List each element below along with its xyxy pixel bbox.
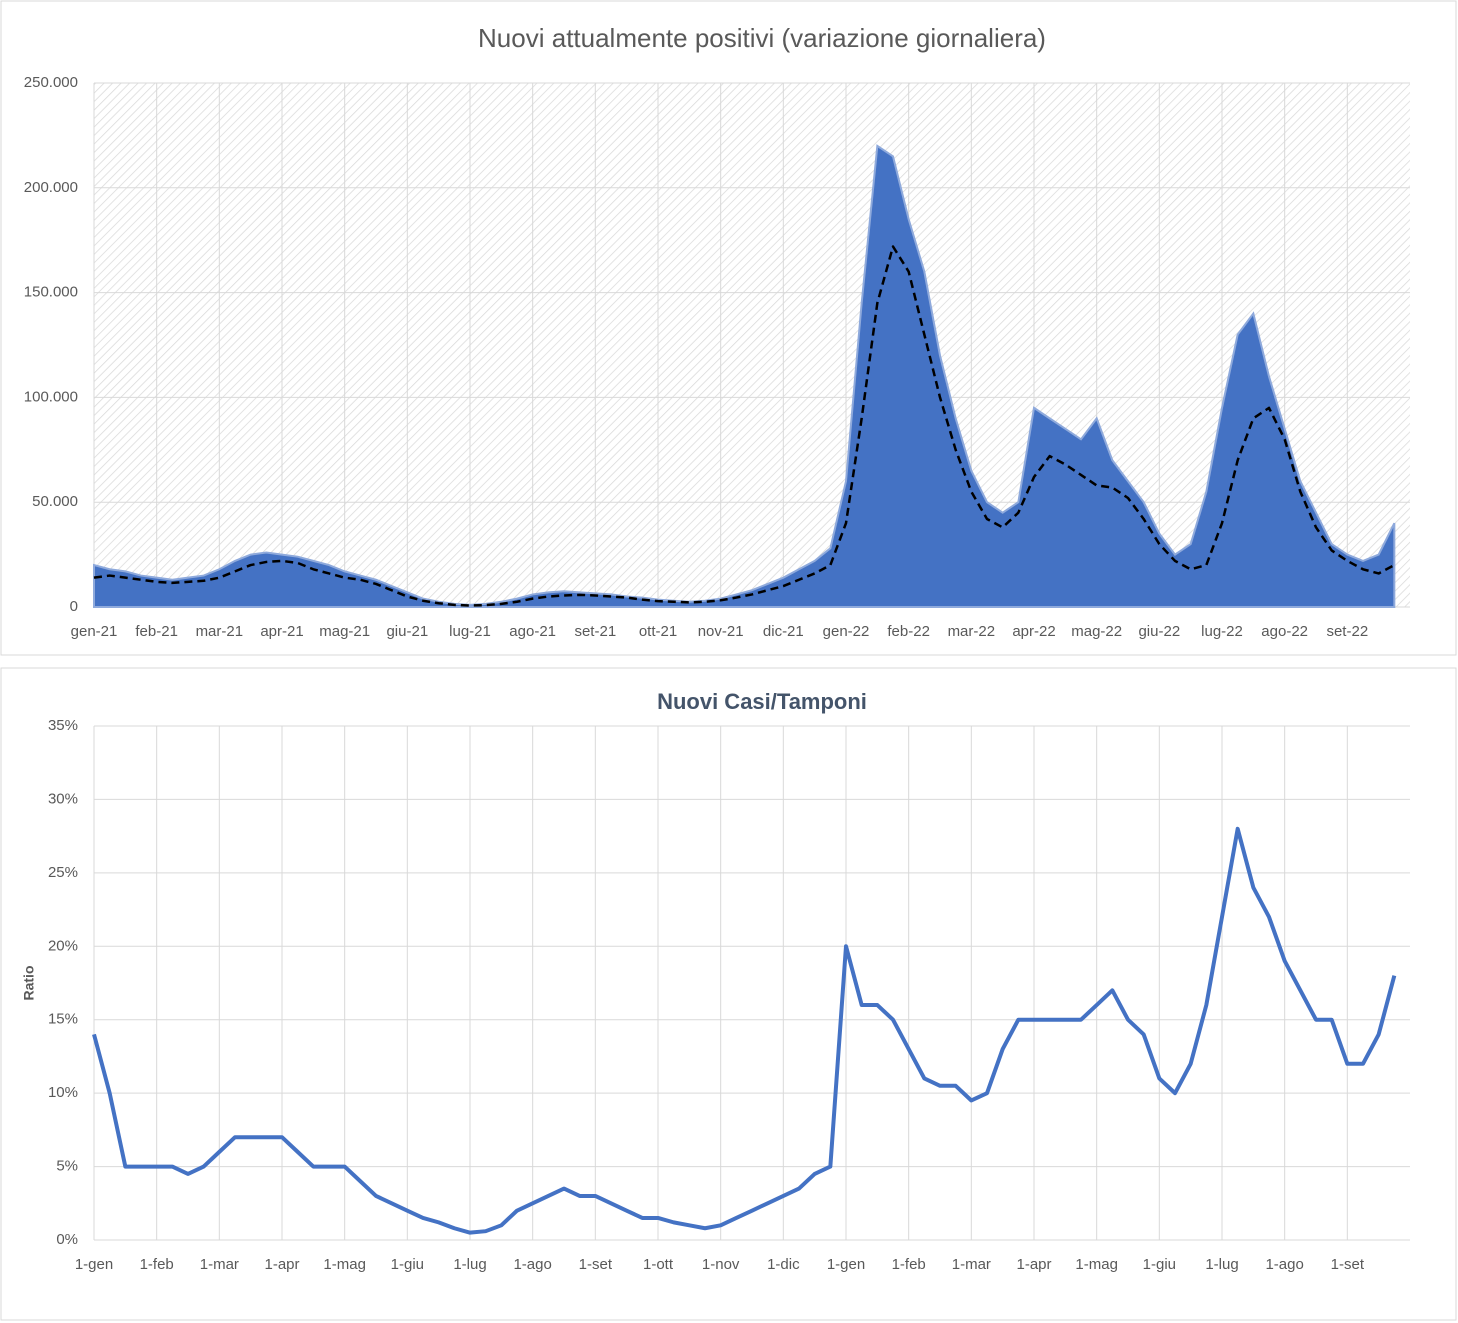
x-tick-label: mag-22: [1071, 623, 1122, 640]
x-tick-label: 1-set: [1331, 1256, 1365, 1273]
area: [93, 144, 1396, 608]
x-tick-label: 1-giu: [1143, 1256, 1176, 1273]
x-tick-label: 1-ago: [1265, 1256, 1303, 1273]
y-tick-label: 150.000: [24, 284, 78, 301]
x-tick-label: lug-21: [449, 623, 491, 640]
x-tick-label: mar-22: [948, 623, 996, 640]
x-tick-label: 1-mag: [323, 1256, 366, 1273]
y-tick-label: 5%: [56, 1158, 78, 1175]
x-tick-label: set-21: [574, 623, 616, 640]
x-tick-label: 1-mar: [952, 1256, 991, 1273]
x-tick-label: 1-nov: [702, 1256, 740, 1273]
y-tick-label: 15%: [48, 1011, 78, 1028]
y-tick-label: 50.000: [32, 493, 78, 510]
y-tick-label: 20%: [48, 937, 78, 954]
x-tick-label: 1-dic: [767, 1256, 800, 1273]
y-tick-label: 250.000: [24, 74, 78, 91]
y-tick-label: 0: [70, 598, 78, 615]
x-tick-label: 1-lug: [453, 1256, 486, 1273]
x-tick-label: lug-22: [1201, 623, 1243, 640]
x-tick-label: 1-gen: [75, 1256, 113, 1273]
x-tick-label: gen-22: [823, 623, 870, 640]
y-tick-label: 10%: [48, 1084, 78, 1101]
x-tick-label: mag-21: [319, 623, 370, 640]
line: [92, 826, 1397, 1235]
x-tick-label: nov-21: [698, 623, 744, 640]
x-tick-label: 1-feb: [140, 1256, 174, 1273]
y-tick-label: 35%: [48, 717, 78, 734]
y-tick-label: 30%: [48, 790, 78, 807]
x-tick-label: giu-22: [1138, 623, 1180, 640]
x-tick-label: dic-21: [763, 623, 804, 640]
x-tick-label: 1-apr: [1016, 1256, 1051, 1273]
x-tick-label: mar-21: [196, 623, 244, 640]
x-tick-label: 1-ott: [643, 1256, 674, 1273]
x-tick-label: gen-21: [71, 623, 118, 640]
x-tick-label: 1-mag: [1075, 1256, 1118, 1273]
x-tick-label: 1-giu: [391, 1256, 424, 1273]
x-tick-label: apr-21: [260, 623, 303, 640]
x-tick-label: set-22: [1326, 623, 1368, 640]
x-tick-label: ago-21: [509, 623, 556, 640]
x-tick-label: 1-mar: [200, 1256, 239, 1273]
y-tick-label: 100.000: [24, 388, 78, 405]
x-tick-label: 1-ago: [513, 1256, 551, 1273]
plot-background: [94, 83, 1410, 607]
y-tick-label: 0%: [56, 1231, 78, 1248]
x-tick-label: 1-lug: [1205, 1256, 1238, 1273]
chart-title: Nuovi Casi/Tamponi: [657, 689, 867, 714]
x-tick-label: giu-21: [386, 623, 428, 640]
line: [93, 245, 1395, 607]
y-tick-label: 25%: [48, 864, 78, 881]
panel: [0, 667, 1457, 1321]
y-tick-label: 200.000: [24, 179, 78, 196]
x-tick-label: 1-gen: [827, 1256, 865, 1273]
x-tick-label: apr-22: [1012, 623, 1055, 640]
x-tick-label: ago-22: [1261, 623, 1308, 640]
x-tick-label: feb-22: [887, 623, 930, 640]
x-tick-label: feb-21: [135, 623, 178, 640]
chart-title: Nuovi attualmente positivi (variazione g…: [478, 23, 1046, 53]
x-tick-label: 1-feb: [892, 1256, 926, 1273]
x-tick-label: 1-set: [579, 1256, 613, 1273]
x-tick-label: ott-21: [639, 623, 677, 640]
y-axis-label: Ratio: [21, 966, 37, 1001]
x-tick-label: 1-apr: [264, 1256, 299, 1273]
